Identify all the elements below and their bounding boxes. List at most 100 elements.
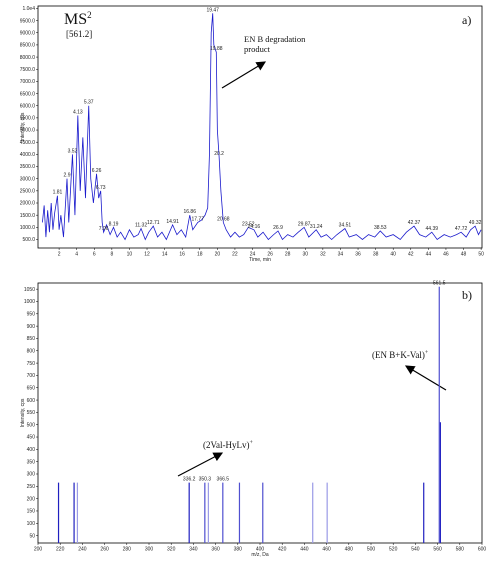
stick [438,286,440,543]
peak-label: 4.13 [73,109,83,115]
y-tick-label: 5500.0 [20,116,36,122]
peak-label: 19.88 [210,46,223,52]
stick [204,482,206,543]
x-tick-label: 4 [75,252,78,258]
x-tick-label: 520 [389,547,398,553]
peak-label: 16.86 [183,209,196,215]
y-tick-label: 1000.0 [20,225,36,231]
x-tick-label: 14 [162,252,168,258]
panel-label: a) [462,13,471,27]
y-tick-label: 4000.0 [20,152,36,158]
x-tick-label: 8 [110,252,113,258]
y-tick-label: 4500.0 [20,140,36,146]
peak-label: 561.5 [433,281,446,287]
peak-label: 6.73 [96,185,106,191]
peak-label: 5.37 [84,100,94,106]
x-tick-label: 300 [145,547,154,553]
y-tick-label: 850 [27,336,36,342]
y-tick-label: 1500.0 [20,213,36,219]
chart-title: MS2 [64,10,92,28]
x-tick-label: 16 [179,252,185,258]
annotation: EN B degradation [244,34,306,44]
y-tick-label: 650 [27,385,36,391]
y-tick-label: 6500.0 [20,91,36,97]
x-tick-label: 280 [123,547,132,553]
y-tick-label: 400 [27,447,36,453]
x-tick-label: 46 [443,252,449,258]
y-tick-label: 1050 [24,287,35,293]
stick [188,482,190,543]
x-tick-label: 30 [302,252,308,258]
x-axis-label: m/z, Da [251,552,268,558]
peak-label: 2.9 [64,173,71,179]
x-tick-label: 480 [345,547,354,553]
x-tick-label: 50 [478,252,484,258]
peak-label: 29.87 [298,221,311,227]
peak-label: 12.71 [147,220,160,226]
x-tick-label: 360 [211,547,220,553]
arrow [221,61,267,89]
x-tick-label: 6 [93,252,96,258]
x-tick-label: 34 [338,252,344,258]
y-tick-label: 550 [27,410,36,416]
panel-label: b) [462,288,472,302]
peak-label: 8.19 [109,221,119,227]
x-tick-label: 20 [215,252,221,258]
y-tick-label: 5000.0 [20,128,36,134]
peak-label: 1.81 [53,190,63,196]
y-tick-label: 950 [27,312,36,318]
arrow [404,365,447,391]
x-tick-label: 38 [373,252,379,258]
y-tick-label: 7000.0 [20,79,36,85]
y-tick-label: 3500.0 [20,164,36,170]
peak-label: 31.24 [310,224,323,230]
stick [76,482,79,543]
peak-label: 42.37 [408,220,421,226]
stick [207,482,209,543]
x-tick-label: 540 [411,547,420,553]
peak-label: 20.68 [217,216,230,222]
x-tick-label: 340 [189,547,198,553]
peak-label: 26.9 [273,225,283,231]
y-tick-label: 800 [27,348,36,354]
annotation: (EN B+K-Val)+ [372,350,429,360]
annotation: (2Val-HyLv)+ [203,440,254,450]
x-tick-label: 380 [234,547,243,553]
subtitle: [561.2] [66,29,92,39]
peak-label: 49.32 [469,220,482,226]
x-tick-label: 220 [56,547,65,553]
x-tick-label: 22 [232,252,238,258]
x-tick-label: 600 [478,547,487,553]
x-tick-label: 26 [267,252,273,258]
x-tick-label: 32 [320,252,326,258]
y-axis-label: Intensity, cps [20,398,26,427]
y-tick-label: 900 [27,324,36,330]
y-tick-label: 1.0e4 [22,6,35,12]
y-tick-label: 700 [27,373,36,379]
x-tick-label: 460 [322,547,331,553]
y-tick-label: 7500.0 [20,67,36,73]
x-tick-label: 320 [167,547,176,553]
stick [238,482,241,543]
peak-label: 47.72 [455,226,468,232]
x-tick-label: 420 [278,547,287,553]
x-axis-label: Time, min [249,257,271,263]
peak-label: 24.16 [248,224,261,230]
x-tick-label: 36 [355,252,361,258]
peak-label: 34.51 [339,223,352,229]
y-tick-label: 6000.0 [20,103,36,109]
peak-label: 19.47 [206,7,219,13]
stick [222,482,224,543]
y-tick-label: 3000.0 [20,176,36,182]
peak-label: 17.77 [191,216,204,222]
x-tick-label: 200 [34,547,43,553]
stick [439,422,441,543]
peak-label: 3.52 [68,148,78,154]
plot-frame [37,5,483,249]
y-tick-label: 600 [27,398,36,404]
y-tick-label: 750 [27,361,36,367]
y-tick-label: 8000.0 [20,55,36,61]
y-tick-label: 100 [27,521,36,527]
x-tick-label: 560 [433,547,442,553]
y-tick-label: 200 [27,496,36,502]
